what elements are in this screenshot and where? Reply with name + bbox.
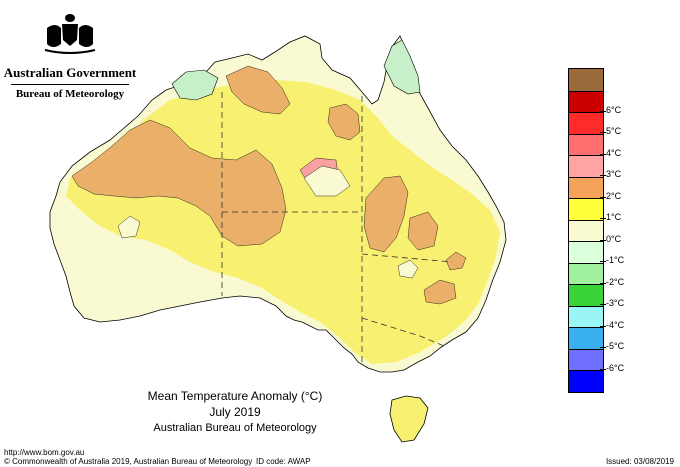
legend-swatch (569, 370, 603, 392)
legend-swatch (569, 133, 603, 155)
government-branding: Australian Government Bureau of Meteorol… (0, 8, 140, 100)
copyright-text: © Commonwealth of Australia 2019, Austra… (4, 457, 253, 466)
map-period: July 2019 (209, 405, 261, 419)
legend-swatch (569, 305, 603, 327)
anomaly-2c-patch-east (363, 175, 409, 253)
legend-swatch (569, 327, 603, 349)
state-borders (221, 92, 453, 366)
legend-swatch (569, 112, 603, 134)
tasmania-shape (389, 395, 429, 443)
legend-label: 1°C (599, 212, 622, 222)
anomaly-2c-patch-west (71, 119, 287, 247)
legend-label: -5°C (599, 341, 625, 351)
issued-date: Issued: 03/08/2019 (605, 457, 674, 466)
legend-label: 2°C (599, 190, 622, 201)
anomaly-2c-patch-nsw (407, 211, 439, 251)
legend-swatch (569, 284, 603, 306)
coat-of-arms-icon (44, 14, 96, 54)
legend-swatch (569, 241, 603, 263)
anomaly-2c-patch-centre (327, 103, 361, 141)
legend-label: -4°C (599, 319, 625, 330)
anomaly-neg-patch-topend (171, 69, 219, 101)
map-title-block: Mean Temperature Anomaly (°C) July 2019 … (120, 388, 350, 436)
legend-swatch (569, 348, 603, 370)
legend-swatch (569, 155, 603, 177)
legend-swatch (569, 219, 603, 241)
anomaly-2c-patch-north (225, 65, 291, 115)
anomaly-0c-pocket-east (397, 259, 419, 279)
map-source: Australian Bureau of Meteorology (153, 422, 317, 434)
legend-swatch (569, 262, 603, 284)
government-name: Australian Government (3, 65, 137, 80)
legend-swatch (569, 90, 603, 112)
legend-label: 0°C (599, 233, 622, 244)
bureau-name: Bureau of Meteorology (15, 88, 125, 100)
legend-swatch (569, 198, 603, 220)
legend-label: -6°C (599, 362, 625, 373)
anomaly-0c-pocket-west (117, 215, 141, 239)
anomaly-neg-patch-cape (383, 39, 421, 95)
legend-label: -1°C (599, 255, 625, 265)
legend-label: 5°C (599, 126, 622, 136)
website-link[interactable]: http://www.bom.gov.au (4, 448, 85, 457)
anomaly-2c-patch-qld (445, 251, 467, 271)
legend-swatch (569, 69, 603, 91)
anomaly-0c-pocket-centre (303, 165, 351, 197)
legend-label: 4°C (599, 147, 622, 158)
legend-swatch (569, 176, 603, 198)
id-code: ID code: AWAP (256, 457, 311, 466)
branding-divider (11, 84, 129, 85)
legend-label: 6°C (599, 104, 622, 115)
map-title: Mean Temperature Anomaly (°C) (147, 389, 323, 403)
legend-label: -3°C (599, 298, 625, 308)
color-legend (568, 68, 604, 393)
legend-label: 3°C (599, 169, 622, 179)
anomaly-2c-patch-se (423, 279, 457, 305)
legend-label: -2°C (599, 276, 625, 287)
